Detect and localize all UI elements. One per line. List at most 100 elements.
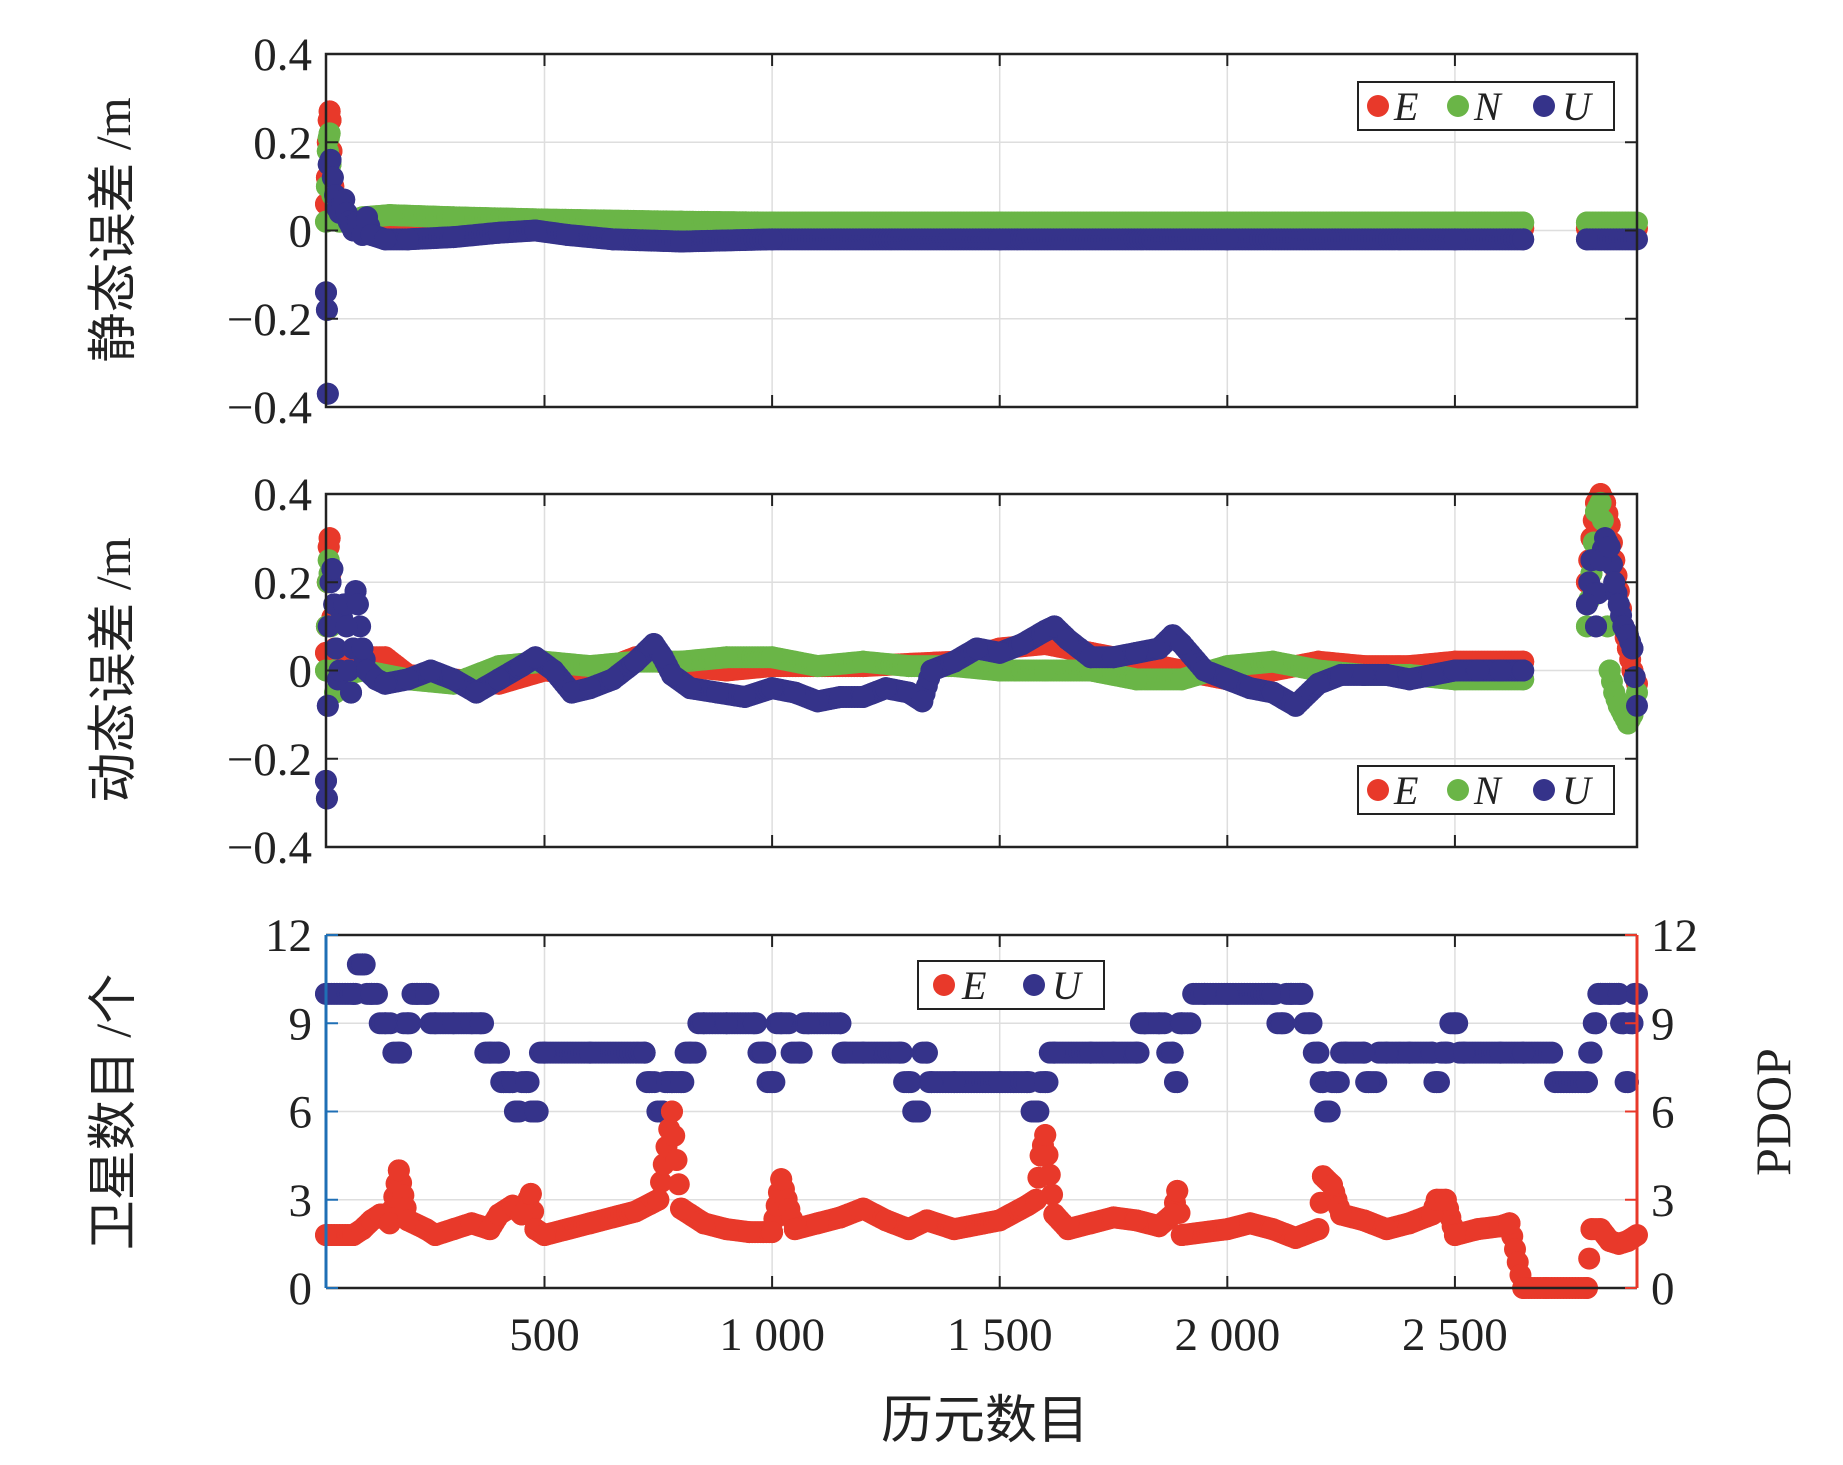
point-N <box>988 211 1011 234</box>
point-U <box>829 1012 852 1035</box>
point-U <box>442 668 465 691</box>
point-E <box>1216 1218 1239 1241</box>
point-N <box>761 211 784 234</box>
y-tick-label: 3 <box>289 1175 313 1227</box>
point-U <box>1270 1012 1293 1035</box>
point-E <box>442 1218 465 1241</box>
point-N <box>1575 211 1598 234</box>
point-U <box>469 1012 492 1035</box>
panel1-legend-box <box>1357 81 1615 131</box>
point-E <box>988 1209 1011 1232</box>
point-U <box>1580 1041 1603 1064</box>
point-U <box>321 166 344 189</box>
point-E <box>1284 1226 1307 1249</box>
point-U <box>1375 1041 1398 1064</box>
point-U <box>1216 668 1239 691</box>
point-E <box>1034 1124 1057 1147</box>
panel1-legend: E N U <box>1357 81 1615 131</box>
panel3-marks <box>315 953 1648 1299</box>
point-U <box>1193 659 1216 682</box>
point-U <box>1489 1041 1512 1064</box>
y-tick-label: 0 <box>289 1263 313 1315</box>
point-U <box>1170 633 1193 656</box>
point-U <box>335 615 358 638</box>
point-U <box>829 685 852 708</box>
point-U <box>1307 672 1330 695</box>
y-tick-label: −0.4 <box>227 822 312 874</box>
point-N <box>988 659 1011 682</box>
point-E <box>1352 1209 1375 1232</box>
panel2-legend-marker-U <box>1533 779 1555 801</box>
point-E <box>692 1212 715 1235</box>
panel-dynamic-error: 0.4 0.2 0 −0.2 −0.4 动态误差 /m E N U <box>85 469 1648 874</box>
point-U <box>761 228 784 251</box>
point-E <box>829 1206 852 1229</box>
point-U <box>988 641 1011 664</box>
series-U <box>315 953 1648 1123</box>
point-N <box>1125 668 1148 691</box>
point-U <box>651 646 674 669</box>
point-E <box>510 1203 533 1226</box>
point-U <box>1161 1041 1184 1064</box>
y-tick-label: 12 <box>265 910 312 962</box>
y-tick-label-right: 3 <box>1651 1175 1675 1227</box>
point-E <box>1398 1212 1421 1235</box>
point-U <box>1025 1100 1048 1123</box>
point-U <box>633 1041 656 1064</box>
point-E <box>915 1209 938 1232</box>
point-U <box>325 637 348 660</box>
panel2-legend-marker-N <box>1447 779 1469 801</box>
point-U <box>1575 228 1598 251</box>
point-U <box>1261 681 1284 704</box>
point-U <box>943 650 966 673</box>
point-U <box>1102 646 1125 669</box>
series-E <box>315 1100 1648 1299</box>
panel2-legend-label-E: E <box>1393 768 1418 813</box>
point-U <box>601 668 624 691</box>
point-E <box>852 1197 875 1220</box>
point-E <box>624 1200 647 1223</box>
point-U <box>906 1100 929 1123</box>
point-E <box>1321 1174 1344 1197</box>
point-U <box>988 228 1011 251</box>
point-U <box>1512 1041 1535 1064</box>
point-U <box>1289 982 1312 1005</box>
point-U <box>1284 694 1307 717</box>
y-tick-label: 9 <box>289 998 313 1050</box>
point-U <box>1125 641 1148 664</box>
point-U <box>920 1071 943 1094</box>
panel2-legend-marker-E <box>1367 779 1389 801</box>
point-U <box>342 982 365 1005</box>
panel1-ticks: 0.4 0.2 0 −0.2 −0.4 <box>227 29 1637 434</box>
point-U <box>533 1041 556 1064</box>
point-E <box>874 1209 897 1232</box>
point-U <box>624 650 647 673</box>
point-U <box>1079 1041 1102 1064</box>
point-U <box>1034 1071 1057 1094</box>
point-U <box>770 1012 793 1035</box>
point-E <box>424 1224 447 1247</box>
point-U <box>396 228 419 251</box>
point-U <box>1466 659 1489 682</box>
point-U <box>1623 666 1646 689</box>
point-U <box>524 1100 547 1123</box>
point-U <box>852 685 875 708</box>
point-U <box>396 668 419 691</box>
point-U <box>1453 1041 1476 1064</box>
x-tick-label: 2 500 <box>1402 1309 1508 1361</box>
point-U <box>351 637 374 660</box>
point-U <box>1352 663 1375 686</box>
point-E <box>1029 1144 1052 1167</box>
point-U <box>346 593 369 616</box>
x-tick-label: 500 <box>509 1309 580 1361</box>
point-U <box>1193 982 1216 1005</box>
point-E <box>943 1218 966 1241</box>
point-U <box>1425 1071 1448 1094</box>
point-U <box>524 219 547 242</box>
point-E <box>387 1159 410 1182</box>
point-N <box>806 655 829 678</box>
point-U <box>1607 982 1630 1005</box>
point-U <box>1585 615 1608 638</box>
y-tick-label: 0.2 <box>253 557 312 609</box>
point-U <box>1016 1071 1039 1094</box>
